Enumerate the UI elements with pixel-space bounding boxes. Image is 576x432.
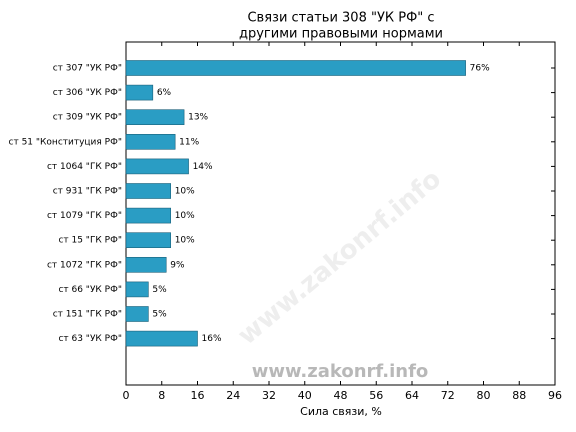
value-label: 5%: [152, 285, 167, 295]
x-tick-label: 0: [123, 389, 130, 402]
x-tick-label: 8: [158, 389, 165, 402]
chart-title: другими правовыми нормами: [239, 27, 443, 42]
x-tick-label: 72: [441, 389, 455, 402]
x-tick-label: 40: [298, 389, 312, 402]
y-tick-label: ст 151 "ГК РФ": [53, 310, 122, 320]
value-label: 5%: [152, 310, 167, 320]
bar: [125, 256, 167, 273]
bar: [125, 207, 171, 224]
bar: [125, 183, 171, 199]
value-label: 10%: [175, 187, 195, 197]
x-tick-label: 88: [512, 389, 526, 402]
y-tick-label: ст 15 "ГК РФ": [58, 236, 122, 246]
chart-title: Связи статьи 308 "УК РФ" с: [247, 11, 434, 26]
x-tick-label: 24: [226, 389, 240, 402]
y-tick-label: ст 1072 "ГК РФ": [47, 260, 122, 270]
y-tick-label: ст 309 "УК РФ": [53, 113, 122, 123]
y-tick-label: ст 51 "Конституция РФ": [9, 137, 122, 147]
bar: [125, 158, 189, 175]
x-tick-label: 16: [191, 389, 205, 402]
y-tick-label: ст 1064 "ГК РФ": [47, 162, 122, 172]
x-axis-label: Сила связи, %: [300, 405, 382, 418]
y-tick-label: ст 66 "УК РФ": [58, 285, 122, 295]
y-tick-label: ст 931 "ГК РФ": [53, 187, 122, 197]
value-label: 10%: [175, 236, 195, 246]
value-label: 16%: [202, 334, 222, 344]
x-tick-label: 96: [548, 389, 562, 402]
value-label: 6%: [157, 88, 172, 98]
watermark: www.zakonrf.info: [252, 361, 429, 382]
x-tick-label: 80: [477, 389, 491, 402]
x-tick-label: 48: [334, 389, 348, 402]
bar: [125, 109, 185, 125]
y-tick-label: ст 306 "УК РФ": [53, 88, 122, 98]
value-label: 11%: [179, 137, 199, 147]
bar: [125, 134, 176, 150]
x-tick-label: 32: [262, 389, 276, 402]
value-label: 13%: [188, 113, 208, 123]
bar: [125, 306, 149, 322]
y-tick-label: ст 63 "УК РФ": [58, 334, 122, 344]
value-label: 9%: [170, 260, 185, 270]
value-label: 14%: [193, 162, 213, 172]
value-label: 76%: [470, 64, 490, 74]
x-tick-label: 64: [405, 389, 419, 402]
bar: [125, 330, 198, 347]
bar: [125, 281, 149, 298]
watermark: www.zakonrf.info: [232, 164, 447, 351]
bar: [125, 60, 466, 76]
value-label: 10%: [175, 211, 195, 221]
bar: [125, 232, 171, 248]
y-tick-label: ст 1079 "ГК РФ": [47, 211, 122, 221]
x-tick-label: 56: [369, 389, 383, 402]
bar: [125, 84, 154, 101]
y-tick-label: ст 307 "УК РФ": [53, 64, 122, 74]
